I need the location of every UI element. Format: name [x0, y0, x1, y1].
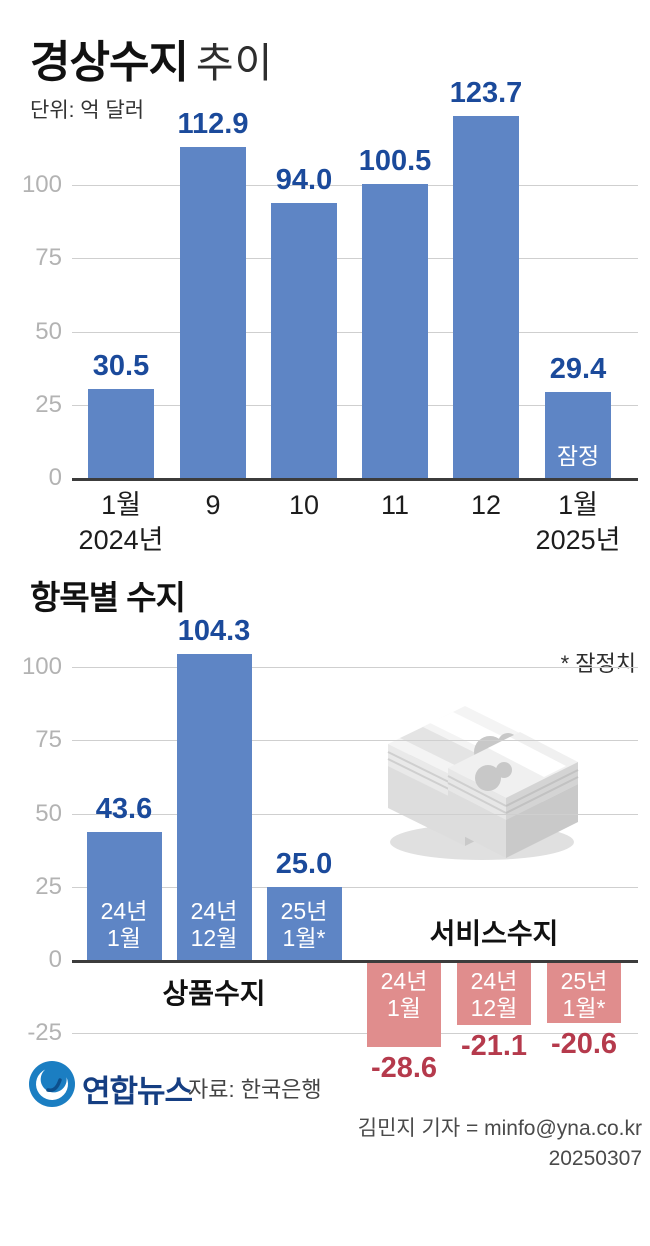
y-tick-label: -25: [27, 1019, 62, 1047]
series-label-services: 서비스수지: [429, 918, 559, 949]
page-title-main: 경상수지: [30, 38, 189, 87]
bar: 24년 1월: [367, 963, 441, 1047]
bar-annotation: 잠정: [556, 442, 600, 469]
bar-category-label: 25년 1월*: [280, 898, 328, 951]
bar-value-label: -20.6: [550, 1028, 618, 1061]
money-stack-icon: [387, 706, 579, 860]
byline-block: 김민지 기자 = minfo@yna.co.kr 20250307: [358, 1114, 642, 1174]
bar-category-label: 24년 1월: [100, 897, 148, 951]
reporter-credit: 김민지 기자 = minfo@yna.co.kr: [357, 1117, 642, 1140]
bar: [271, 202, 337, 478]
page-title: 경상수지 추이: [30, 26, 273, 90]
y-tick-label: 75: [35, 244, 62, 272]
section-title-components: 항목별 수지: [30, 579, 186, 616]
y-gridline: [72, 740, 638, 742]
x-axis-label: 1월: [558, 490, 598, 520]
x-axis-label: 10: [288, 490, 320, 520]
bar: 24년 1월: [86, 832, 162, 960]
news-agency-name: 연합뉴스: [82, 1074, 193, 1109]
bar-category-label: 24년 12월: [190, 897, 238, 951]
bar-value-label: 112.9: [177, 108, 249, 141]
bar: 잠정: [545, 391, 611, 478]
y-gridline: [72, 258, 638, 260]
unit-label: 단위: 억 달러: [30, 99, 145, 122]
y-gridline: [72, 1033, 638, 1035]
bar-value-label: 104.3: [177, 615, 251, 648]
y-gridline: [72, 667, 638, 668]
x-axis-label: 11: [380, 490, 410, 520]
series-label-goods: 상품수지: [162, 978, 266, 1009]
bar-value-label: 100.5: [358, 144, 432, 177]
bar: 24년 12월: [457, 963, 531, 1025]
y-tick-label: 50: [35, 317, 62, 345]
y-tick-label: 0: [48, 464, 62, 491]
y-tick-label: 100: [21, 171, 62, 198]
bar-value-label: 29.4: [549, 352, 607, 385]
bar-category-label: 24년 1월: [380, 968, 428, 1021]
publish-date: 20250307: [548, 1147, 642, 1170]
bar-value-label: -28.6: [370, 1051, 438, 1084]
x-axis-label: 2025년: [535, 525, 621, 555]
y-gridline: [72, 185, 638, 186]
y-tick-label: 0: [48, 946, 62, 973]
x-axis-label: 2024년: [78, 525, 164, 555]
x-axis-label: 1월: [101, 490, 141, 520]
page-title-sub: 추이: [195, 40, 274, 86]
yonhap-logo-icon: [29, 1061, 75, 1107]
bar-value-label: -21.1: [460, 1029, 528, 1062]
y-gridline: [72, 886, 638, 888]
bar: [362, 183, 428, 478]
bar: [453, 115, 519, 478]
y-gridline: [72, 813, 638, 815]
y-gridline: [72, 331, 638, 333]
bar-category-label: 25년 1월*: [560, 968, 608, 1021]
provisional-note: * 잠정치: [560, 651, 636, 676]
x-axis-label: 9: [205, 490, 221, 520]
data-source: 자료: 한국은행: [188, 1077, 322, 1102]
bar: [88, 388, 154, 478]
bar-category-label: 24년 12월: [470, 968, 518, 1021]
bar: 25년 1월*: [547, 963, 621, 1024]
y-tick-label: 75: [35, 726, 62, 754]
x-axis-line: [72, 960, 638, 963]
x-axis-label: 12: [470, 490, 502, 520]
bar-value-label: 25.0: [275, 847, 333, 880]
y-tick-label: 50: [35, 799, 62, 827]
x-axis-line: [72, 478, 638, 481]
bar-value-label: 43.6: [95, 793, 153, 826]
bar-value-label: 30.5: [92, 349, 150, 382]
bar: 24년 12월: [176, 654, 252, 960]
bar: 25년 1월*: [266, 886, 342, 960]
y-gridline: [72, 404, 638, 406]
bar-value-label: 94.0: [275, 163, 333, 196]
y-tick-label: 100: [21, 653, 62, 680]
bar: [180, 147, 246, 478]
y-tick-label: 25: [35, 390, 62, 418]
bar-value-label: 123.7: [449, 76, 523, 109]
y-tick-label: 25: [35, 872, 62, 900]
